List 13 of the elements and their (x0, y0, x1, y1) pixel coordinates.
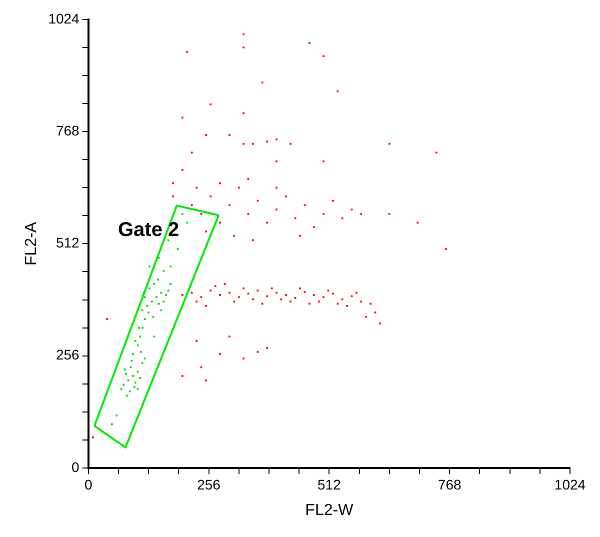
x-tick-label: 1024 (554, 476, 586, 492)
x-tick-label: 768 (438, 476, 462, 492)
x-tick-label: 256 (197, 476, 221, 492)
x-tick-label: 0 (84, 476, 92, 492)
y-tick-label: 256 (56, 346, 80, 363)
annotation: Gate 2 (118, 218, 180, 241)
x-axis-title: FL2-W (305, 502, 354, 519)
y-tick-label: 768 (56, 122, 80, 138)
y-tick-label: 0 (72, 458, 80, 475)
y-tick-label: 512 (56, 234, 80, 251)
y-tick-label: 1024 (48, 10, 80, 26)
y-axis-title: FL2-A (23, 222, 40, 266)
x-tick-label: 512 (317, 476, 342, 492)
